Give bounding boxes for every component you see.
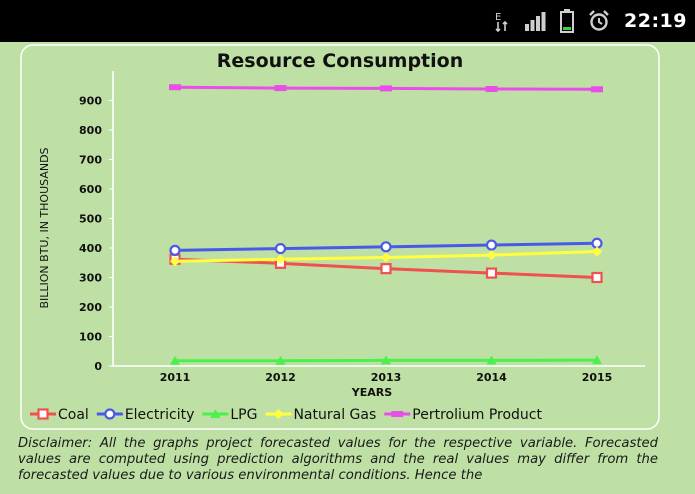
- chart-card: Resource Consumption BILLION BTU, IN THO…: [20, 44, 660, 430]
- data-point: [275, 254, 286, 265]
- disclaimer-text: Disclaimer: All the graphs project forec…: [18, 436, 658, 483]
- plot-area: [169, 84, 603, 365]
- y-tick-label: 0: [94, 360, 102, 373]
- y-tick-label: 200: [79, 301, 102, 314]
- data-point: [381, 355, 391, 365]
- legend-label: Electricity: [125, 407, 195, 423]
- data-point: [169, 244, 181, 256]
- x-axis-label: YEARS: [351, 386, 392, 399]
- x-tick-label: 2014: [476, 371, 507, 384]
- x-tick-label: 2011: [160, 371, 191, 384]
- data-point: [380, 85, 392, 92]
- data-point: [591, 237, 603, 249]
- y-tick-label: 400: [79, 242, 102, 255]
- legend-label: Pertrolium Product: [412, 407, 542, 423]
- data-point: [591, 271, 603, 284]
- y-tick-label: 600: [79, 183, 102, 196]
- resource-consumption-chart: Resource Consumption BILLION BTU, IN THO…: [20, 44, 660, 430]
- x-tick-label: 2012: [265, 371, 296, 384]
- signal-icon: [524, 11, 546, 31]
- x-tick-label: 2015: [582, 371, 613, 384]
- data-point: [169, 84, 181, 91]
- chart-frame: [20, 44, 660, 430]
- data-point: [170, 355, 180, 365]
- y-tick-label: 800: [79, 124, 102, 137]
- y-tick-label: 900: [79, 95, 102, 108]
- data-point: [592, 246, 602, 257]
- data-transfer-icon: E: [494, 10, 510, 32]
- x-tick-label: 2013: [371, 371, 402, 384]
- y-tick-label: 700: [79, 154, 102, 167]
- legend-marker: [104, 408, 116, 420]
- svg-text:E: E: [495, 12, 501, 23]
- status-icons: E 22:19: [494, 0, 687, 42]
- status-bar: E 22:19: [0, 0, 695, 42]
- legend-marker: [210, 409, 221, 418]
- chart-legend: Coal Electricity LPG Natural Gas Pertrolium …: [30, 407, 542, 423]
- data-point: [170, 256, 180, 267]
- battery-icon: [560, 9, 575, 33]
- data-point: [485, 239, 498, 251]
- data-point: [381, 252, 391, 263]
- data-point: [592, 355, 602, 365]
- chart-title: Resource Consumption: [217, 50, 463, 72]
- data-point: [275, 355, 286, 365]
- data-point: [486, 355, 497, 365]
- legend-label: Coal: [58, 407, 89, 423]
- y-tick-label: 500: [79, 213, 102, 226]
- legend-label: Natural Gas: [293, 407, 376, 423]
- legend-marker: [391, 411, 404, 417]
- legend-label: LPG: [230, 407, 257, 423]
- alarm-icon: [588, 10, 610, 32]
- data-point: [486, 250, 497, 261]
- data-point: [485, 267, 498, 279]
- axes: 0 100 200 300 400 500 600 700 800 900 2011 2012 2013…: [79, 71, 645, 384]
- data-point: [274, 242, 287, 255]
- status-time: 22:19: [624, 10, 687, 32]
- data-point: [591, 86, 603, 93]
- data-point: [274, 85, 287, 92]
- data-point: [380, 241, 392, 253]
- y-tick-label: 300: [79, 272, 102, 285]
- data-point: [380, 263, 392, 275]
- legend-marker: [37, 408, 49, 420]
- data-point: [485, 85, 498, 92]
- y-tick-label: 100: [79, 331, 102, 344]
- legend-marker: [273, 409, 284, 419]
- y-axis-label: BILLION BTU, IN THOUSANDS: [38, 147, 51, 308]
